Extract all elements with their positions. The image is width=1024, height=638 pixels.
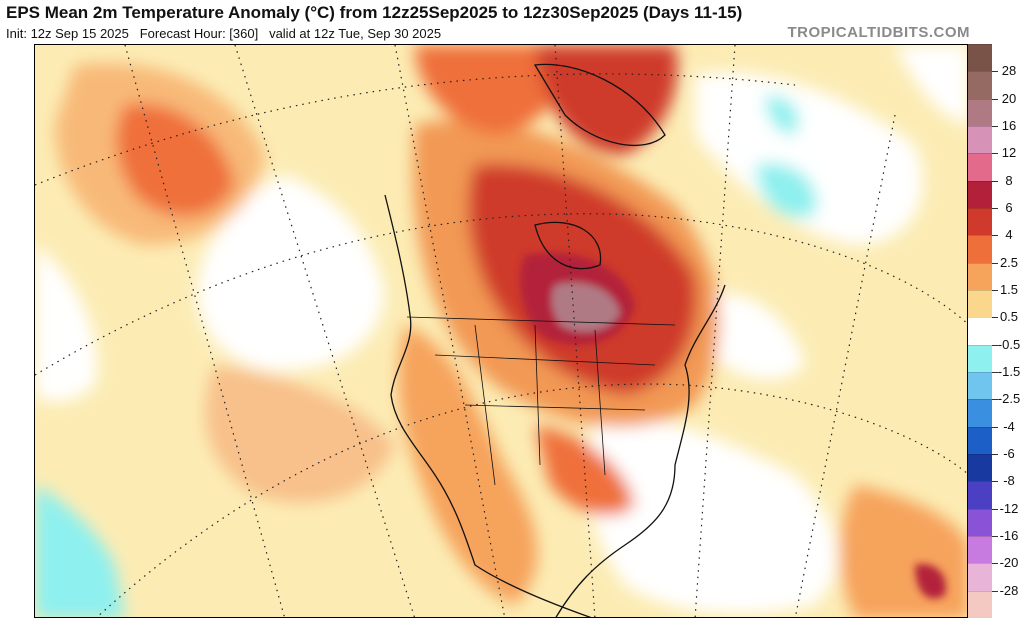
colorbar-tick	[992, 71, 998, 73]
colorbar-bin	[968, 426, 1024, 454]
anomaly-core	[520, 252, 946, 599]
colorbar-swatch	[968, 372, 992, 400]
colorbar-bin	[968, 153, 1024, 181]
colorbar-tick	[992, 153, 998, 155]
colorbar-bin	[968, 235, 1024, 263]
colorbar-swatch	[968, 399, 992, 427]
map-title: EPS Mean 2m Temperature Anomaly (°C) fro…	[6, 3, 743, 22]
site-watermark: TROPICALTIDBITS.COM	[787, 24, 970, 41]
colorbar-label: -6	[1003, 446, 1015, 461]
colorbar-label: -12	[999, 500, 1019, 516]
colorbar-label: 28	[1001, 63, 1017, 79]
colorbar-swatch	[968, 208, 992, 236]
colorbar-swatch	[968, 44, 992, 72]
colorbar-bin	[968, 98, 1024, 126]
colorbar-tick	[992, 180, 998, 182]
colorbar-swatch	[968, 344, 992, 372]
colorbar-tick	[992, 235, 998, 237]
forecast-hour: Forecast Hour: [360]	[139, 26, 259, 41]
colorbar-swatch	[968, 481, 992, 509]
colorbar-label: 1.5	[999, 282, 1019, 297]
colorbar-label: 2.5	[999, 254, 1019, 270]
state-borders	[406, 316, 676, 486]
colorbar-legend: 28 20 16 12 8 6 4 2.5 1.5 0.5 -0.5 -1.5 -2.5 -4 -6 -8 -1…	[968, 44, 1024, 618]
colorbar-label: 12	[1001, 145, 1017, 161]
colorbar-label: 0.5	[999, 309, 1019, 325]
colorbar-tick	[992, 317, 998, 319]
init-time: Init: 12z Sep 15 2025	[6, 26, 129, 41]
colorbar-bin	[968, 454, 1024, 482]
colorbar-label: -2.5	[997, 391, 1021, 407]
colorbar-bin	[968, 290, 1024, 318]
run-info: Init: 12z Sep 15 2025 Forecast Hour: [36…	[6, 26, 441, 41]
colorbar-bin	[968, 44, 1024, 72]
colorbar-swatch	[968, 153, 992, 181]
colorbar-tick	[992, 426, 998, 428]
colorbar-bin	[968, 399, 1024, 427]
colorbar-bin	[968, 372, 1024, 400]
anomaly-map	[34, 44, 968, 618]
colorbar-swatch	[968, 126, 992, 154]
colorbar-tick	[992, 126, 998, 127]
colorbar-bin	[968, 508, 1024, 536]
colorbar-bin	[968, 590, 1024, 618]
colorbar-label: -8	[1003, 473, 1015, 489]
colorbar-tick	[992, 208, 998, 209]
colorbar-label: -1.5	[997, 364, 1021, 379]
colorbar-bin	[968, 208, 1024, 236]
colorbar-swatch	[968, 426, 992, 454]
graticule	[35, 45, 967, 617]
colorbar-swatch	[968, 590, 992, 618]
colorbar-bin	[968, 180, 1024, 208]
colorbar-label: -28	[999, 582, 1019, 598]
colorbar-swatch	[968, 290, 992, 318]
colorbar-label: -20	[999, 555, 1019, 571]
colorbar-tick	[992, 399, 998, 401]
colorbar-bin	[968, 126, 1024, 154]
colorbar-swatch	[968, 536, 992, 564]
colorbar-tick	[992, 454, 998, 455]
valid-time: valid at 12z Tue, Sep 30 2025	[269, 26, 442, 41]
colorbar-label: -16	[999, 528, 1019, 543]
colorbar-bin	[968, 536, 1024, 564]
colorbar-swatch	[968, 98, 992, 126]
colorbar-tick	[992, 590, 998, 592]
colorbar-label: 4	[1005, 227, 1013, 243]
coastlines	[384, 63, 726, 617]
colorbar-swatch	[968, 71, 992, 99]
colorbar-tick	[992, 290, 998, 291]
colorbar-tick	[992, 372, 998, 373]
colorbar-label: -0.5	[997, 336, 1021, 352]
colorbar-tick	[992, 508, 998, 510]
colorbar-label: 6	[1005, 200, 1013, 215]
colorbar-label: 8	[1005, 172, 1013, 188]
colorbar-bin	[968, 344, 1024, 372]
colorbar-swatch	[968, 508, 992, 536]
colorbar-swatch	[968, 563, 992, 591]
colorbar-bin	[968, 481, 1024, 509]
anomaly-fields	[35, 45, 967, 617]
colorbar-bin	[968, 563, 1024, 591]
colorbar-swatch	[968, 180, 992, 208]
colorbar-swatch	[968, 235, 992, 263]
colorbar-swatch	[968, 454, 992, 482]
colorbar-bin	[968, 262, 1024, 290]
colorbar-swatch	[968, 262, 992, 290]
colorbar-bin	[968, 71, 1024, 99]
colorbar-tick	[992, 563, 998, 565]
colorbar-label: 20	[1001, 90, 1017, 106]
colorbar-tick	[992, 262, 998, 264]
colorbar-label: -4	[1003, 418, 1015, 434]
colorbar-tick	[992, 481, 998, 483]
colorbar-swatch	[968, 317, 992, 345]
colorbar-bin	[968, 317, 1024, 345]
colorbar-tick	[992, 98, 998, 100]
colorbar-label: 16	[1001, 118, 1017, 133]
colorbar-tick	[992, 344, 998, 346]
colorbar-tick	[992, 536, 998, 537]
